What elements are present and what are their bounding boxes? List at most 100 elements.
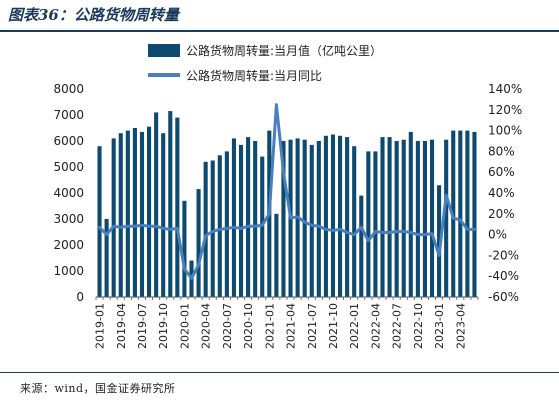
- bar-2021-10: [330, 134, 336, 297]
- x-tick-label: 2022-07: [391, 303, 404, 349]
- bar-2023-01: [437, 185, 442, 297]
- yoy-line: [98, 103, 476, 280]
- bar-2022-05: [380, 137, 385, 297]
- x-tick-label: 2023-04: [454, 303, 467, 349]
- y-axis-left: 0 1000 2000 3000 4000 5000 6000 7000 8000: [53, 82, 84, 304]
- bar-2022-12: [429, 139, 435, 297]
- y-axis-right: -60% -40% -20% 0% 20% 40% 60% 80% 100% 120% 140%: [488, 82, 522, 304]
- x-tick-label: 2020-07: [221, 303, 234, 349]
- y-right-tick-label: 140%: [488, 82, 522, 96]
- bar-2021-11: [338, 135, 343, 297]
- legend-swatch-bar: [148, 44, 180, 57]
- bar-2019-08: [147, 126, 152, 297]
- x-tick-label: 2021-01: [263, 303, 276, 349]
- bar-2019-01: [97, 146, 102, 297]
- bar-2020-10: [246, 137, 251, 297]
- x-tick-label: 2022-10: [412, 303, 425, 349]
- x-tick-label: 2019-01: [94, 303, 107, 349]
- y-right-tick-label: -40%: [488, 269, 519, 283]
- y-left-tick-label: 7000: [53, 108, 84, 122]
- bar-2023-05: [465, 130, 470, 297]
- bar-2020-08: [231, 138, 236, 297]
- x-tick-label: 2022-04: [369, 303, 382, 349]
- y-left-tick-label: 4000: [53, 186, 84, 200]
- bar-2019-11: [168, 111, 173, 297]
- bar-2019-02: [104, 219, 109, 297]
- bar-2021-08: [316, 141, 321, 297]
- bar-2021-07: [309, 144, 314, 297]
- bar-2019-04: [118, 133, 123, 297]
- bottom-rule: [0, 372, 559, 373]
- y-left-tick-label: 6000: [53, 134, 84, 148]
- y-right-tick-label: -20%: [488, 248, 519, 262]
- legend-label-line: 公路货物周转量:当月同比: [186, 68, 322, 83]
- x-tick-label: 2019-04: [115, 303, 128, 349]
- y-left-tick-label: 2000: [53, 238, 84, 252]
- bar-2021-06: [302, 139, 307, 297]
- bar-2020-07: [224, 151, 229, 297]
- bar-2022-10: [415, 141, 420, 297]
- bar-2019-06: [132, 128, 137, 297]
- y-right-tick-label: 100%: [488, 124, 522, 138]
- line-series: [98, 103, 476, 280]
- y-right-tick-label: -60%: [488, 290, 519, 304]
- bar-2019-05: [125, 130, 130, 297]
- y-right-tick-label: 0%: [488, 228, 507, 242]
- bar-2020-11: [253, 141, 258, 297]
- y-right-tick-label: 80%: [488, 144, 515, 158]
- title-rule: [0, 30, 559, 32]
- bar-2022-06: [387, 137, 392, 297]
- legend-label-bar: 公路货物周转量:当月值（亿吨公里）: [186, 43, 382, 58]
- bar-2022-02: [359, 195, 364, 297]
- x-tick-label: 2021-10: [327, 303, 340, 349]
- bar-2019-03: [111, 138, 116, 297]
- x-tick-label: 2019-10: [157, 303, 170, 349]
- bar-2020-06: [217, 155, 222, 297]
- figure-title: 图表36：公路货物周转量: [8, 6, 179, 24]
- y-right-tick-label: 40%: [488, 186, 515, 200]
- y-left-tick-label: 8000: [53, 82, 84, 96]
- bar-2019-12: [175, 117, 180, 297]
- bar-2023-02: [444, 139, 449, 297]
- y-left-tick-label: 5000: [53, 160, 84, 174]
- bar-2020-03: [196, 189, 201, 297]
- x-tick-label: 2020-10: [242, 303, 255, 349]
- bar-2022-03: [366, 151, 371, 297]
- bar-2022-04: [373, 151, 378, 297]
- y-left-tick-label: 0: [76, 290, 84, 304]
- x-tick-label: 2021-07: [306, 303, 319, 349]
- bar-2019-10: [161, 133, 166, 297]
- bar-2020-09: [238, 144, 244, 297]
- bar-2021-12: [345, 137, 350, 297]
- y-right-tick-label: 60%: [488, 165, 515, 179]
- bar-2020-12: [260, 156, 265, 297]
- bar-2022-08: [401, 139, 406, 297]
- bar-2021-09: [323, 135, 328, 297]
- bar-2022-11: [422, 141, 427, 297]
- bar-2021-02: [274, 213, 279, 297]
- bar-2019-07: [139, 131, 145, 297]
- source-note: 来源：wind，国金证券研究所: [20, 382, 176, 395]
- bar-2020-05: [210, 160, 215, 297]
- y-right-tick-label: 20%: [488, 207, 515, 221]
- bar-2022-07: [394, 141, 399, 297]
- x-tick-label: 2022-01: [348, 303, 361, 349]
- x-axis: 2019-01 2019-04 2019-07 2019-10 2020-01 2020-…: [94, 296, 479, 349]
- bar-2019-09: [154, 112, 159, 298]
- y-left-tick-label: 1000: [53, 264, 84, 278]
- legend: 公路货物周转量:当月值（亿吨公里） 公路货物周转量:当月同比: [148, 43, 382, 83]
- bar-2020-04: [203, 161, 208, 297]
- bar-2021-03: [281, 141, 286, 297]
- bar-2023-06: [472, 131, 477, 297]
- bar-2020-01: [182, 200, 187, 297]
- chart: 公路货物周转量:当月值（亿吨公里） 公路货物周转量:当月同比 0 1000 2000…: [53, 43, 522, 349]
- x-tick-label: 2020-01: [178, 303, 191, 349]
- x-tick-label: 2021-04: [285, 303, 298, 349]
- bar-2023-04: [458, 130, 463, 297]
- y-left-tick-label: 3000: [53, 212, 84, 226]
- bar-2022-01: [352, 146, 357, 297]
- x-tick-label: 2020-04: [200, 303, 213, 349]
- x-tick-label: 2019-07: [136, 303, 149, 349]
- bar-2022-09: [408, 131, 413, 297]
- x-tick-label: 2023-01: [433, 303, 446, 349]
